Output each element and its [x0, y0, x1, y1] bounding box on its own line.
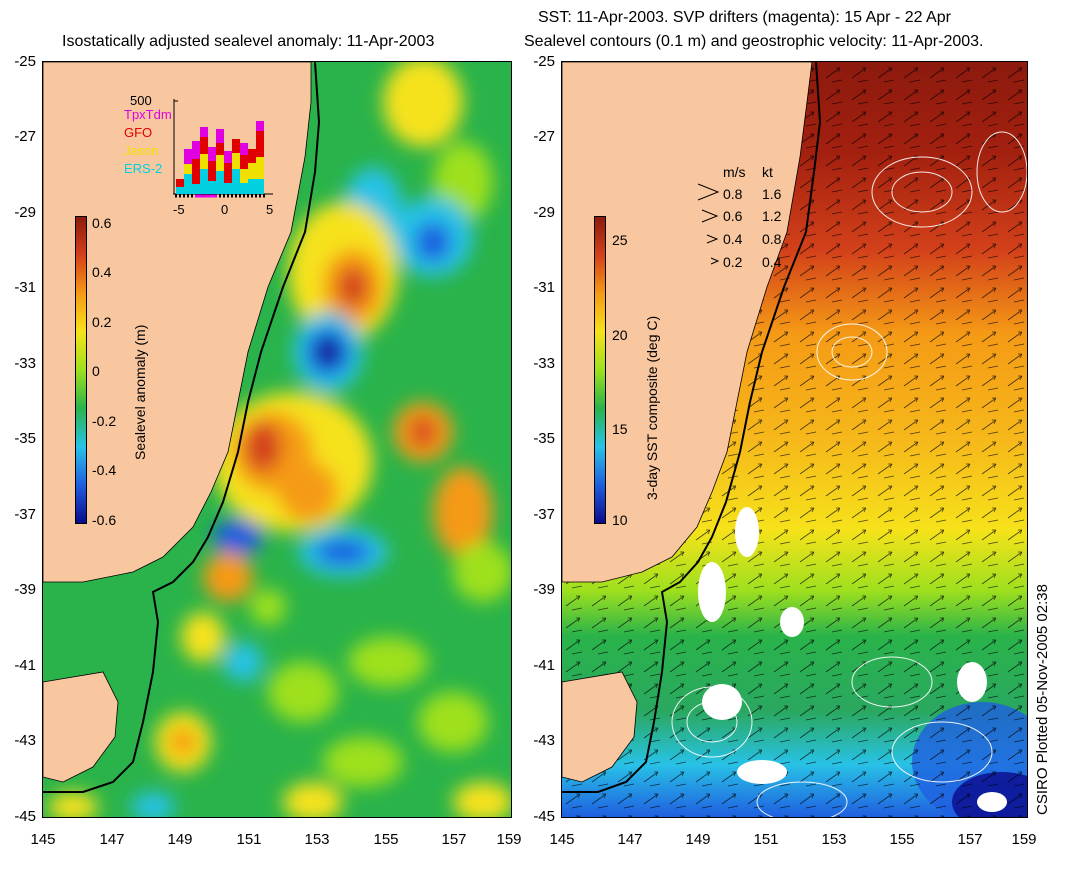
lat-tick: -37	[14, 506, 36, 523]
right-panel-title-line1: SST: 11-Apr-2003. SVP drifters (magenta)…	[538, 9, 951, 26]
lat-tick: -27	[533, 128, 555, 145]
lon-tick: 147	[617, 831, 643, 848]
lon-tick: 153	[821, 831, 847, 848]
lat-tick: -31	[533, 279, 555, 296]
colorbar-tick: -0.2	[92, 413, 117, 429]
colorbar-label: 3-day SST composite (deg C)	[644, 315, 660, 500]
lat-tick: -25	[533, 53, 555, 70]
lat-tick: -35	[14, 430, 36, 447]
velocity-legend-ms: 0.2	[723, 254, 743, 270]
lat-tick: -41	[14, 657, 36, 674]
lat-tick: -39	[533, 581, 555, 598]
inset-x-tick: -5	[173, 202, 185, 217]
inset-legend-gfo: GFO	[124, 125, 153, 140]
velocity-legend: m/s kt 0.8 1.6 0.6 1.2 0.4 0.8 0.2 0.4	[690, 158, 800, 278]
velocity-legend-ms: 0.8	[723, 186, 743, 202]
lon-tick: 149	[167, 831, 193, 848]
colorbar-tick: 0.4	[92, 264, 112, 280]
lon-tick: 153	[304, 831, 330, 848]
lat-tick: -33	[533, 355, 555, 372]
inset-legend-jason: Jason	[124, 143, 159, 158]
lon-tick: 145	[30, 831, 56, 848]
altimeter-inset: 500 TpxTdm GFO Jason ERS-2 -5 0 5	[124, 91, 295, 221]
colorbar-tick: 0	[92, 363, 100, 379]
lat-tick: -33	[14, 355, 36, 372]
velocity-legend-kt: 1.6	[762, 186, 782, 202]
inset-y-tick: 500	[130, 93, 152, 108]
sst-velocity-map[interactable]	[561, 61, 1028, 818]
lat-tick: -27	[14, 128, 36, 145]
colorbar-tick: 0.2	[92, 314, 112, 330]
velocity-arrow-icon	[706, 234, 719, 244]
lat-tick: -29	[14, 204, 36, 221]
colorbar-tick: 15	[612, 421, 628, 437]
colorbar-label: Sealevel anomaly (m)	[132, 324, 148, 460]
inset-legend-tpxtdm: TpxTdm	[124, 107, 172, 122]
lon-tick: 155	[373, 831, 399, 848]
inset-bars	[173, 99, 273, 198]
lat-tick: -35	[533, 430, 555, 447]
velocity-arrow-icon	[701, 209, 719, 223]
lat-tick: -45	[533, 808, 555, 825]
sealevel-anomaly-map[interactable]	[42, 61, 512, 818]
lat-tick: -31	[14, 279, 36, 296]
inset-legend-ers2: ERS-2	[124, 161, 163, 176]
colorbar-tick: 20	[612, 327, 628, 343]
velocity-arrow-icon	[697, 183, 720, 201]
velocity-legend-kt: 0.4	[762, 254, 782, 270]
lon-tick: 145	[549, 831, 575, 848]
velocity-legend-header-ms: m/s	[723, 164, 746, 180]
colorbar-tick: -0.6	[92, 512, 117, 528]
lat-tick: -45	[14, 808, 36, 825]
lon-tick: 155	[889, 831, 915, 848]
lon-tick: 151	[753, 831, 779, 848]
lat-tick: -39	[14, 581, 36, 598]
lon-tick: 149	[685, 831, 711, 848]
sealevel-colorbar	[75, 216, 87, 524]
lon-tick: 151	[236, 831, 262, 848]
velocity-legend-ms: 0.6	[723, 208, 743, 224]
colorbar-tick: 0.6	[92, 215, 112, 231]
colorbar-tick: 10	[612, 512, 628, 528]
lat-tick: -37	[533, 506, 555, 523]
lat-tick: -29	[533, 204, 555, 221]
inset-x-tick: 5	[266, 202, 274, 217]
lon-tick: 147	[99, 831, 125, 848]
colorbar-tick: 25	[612, 232, 628, 248]
lon-tick: 157	[957, 831, 983, 848]
lon-tick: 159	[496, 831, 522, 848]
velocity-arrow-icon	[710, 257, 720, 265]
lon-tick: 157	[441, 831, 467, 848]
colorbar-tick: -0.4	[92, 462, 117, 478]
lat-tick: -25	[14, 53, 36, 70]
velocity-legend-ms: 0.4	[723, 231, 743, 247]
lon-tick: 159	[1011, 831, 1037, 848]
lat-tick: -43	[533, 732, 555, 749]
velocity-legend-kt: 0.8	[762, 231, 782, 247]
velocity-legend-kt: 1.2	[762, 208, 782, 224]
lat-tick: -43	[14, 732, 36, 749]
inset-x-tick: 0	[221, 202, 229, 217]
lat-tick: -41	[533, 657, 555, 674]
sst-colorbar	[594, 216, 606, 524]
right-panel-title-line2: Sealevel contours (0.1 m) and geostrophi…	[524, 33, 984, 50]
left-panel-title: Isostatically adjusted sealevel anomaly:…	[62, 33, 435, 50]
velocity-legend-header-kt: kt	[762, 164, 773, 180]
plot-credit: CSIRO Plotted 05-Nov-2005 02:38	[1034, 584, 1051, 815]
